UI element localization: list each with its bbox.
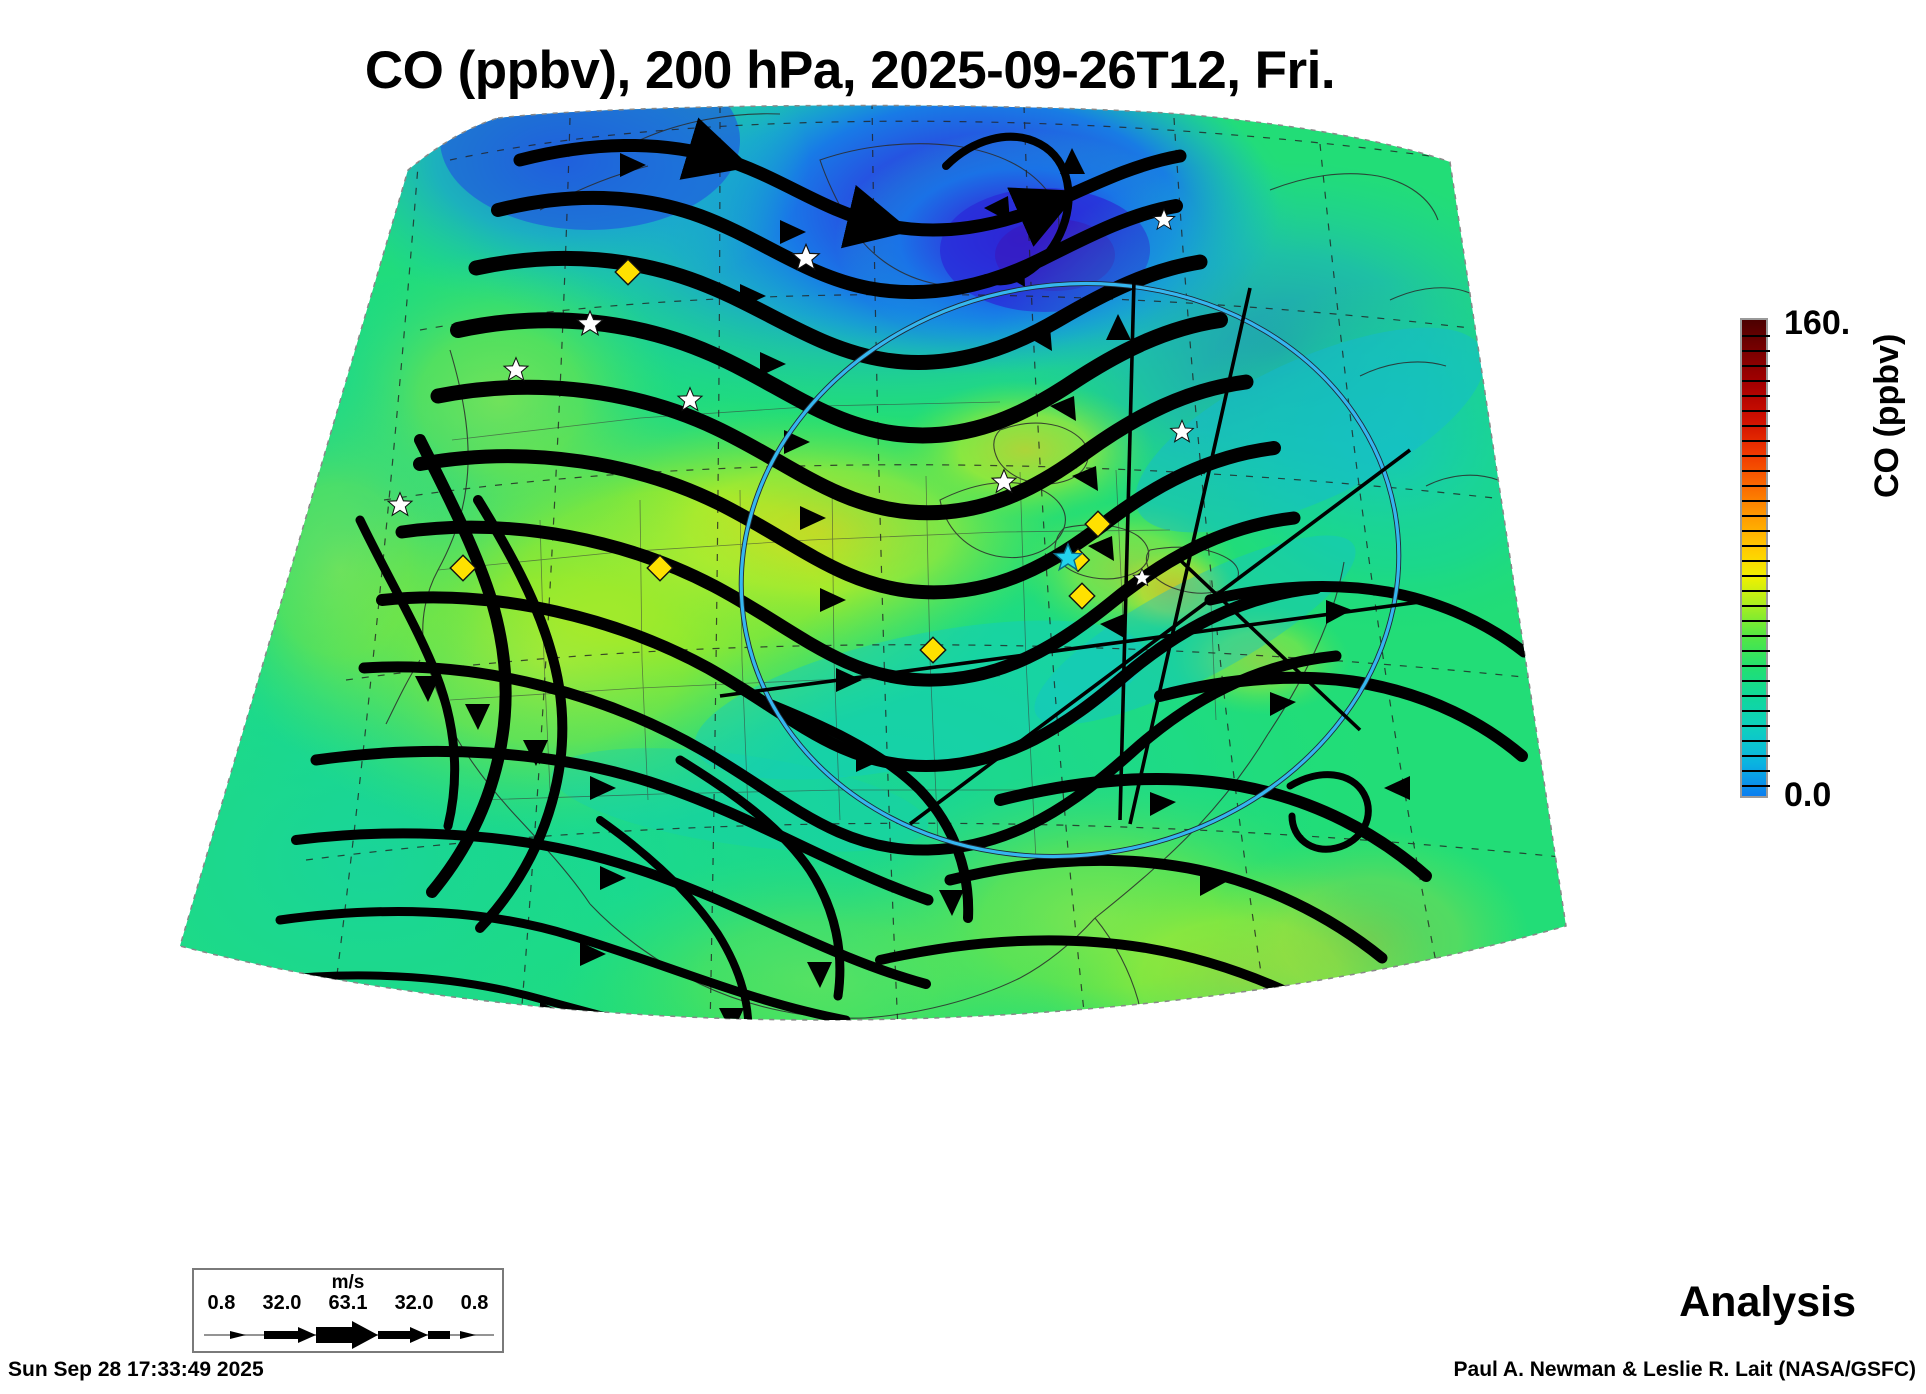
marker-layer[interactable] bbox=[386, 207, 1195, 664]
colorbar-max-label: 160. bbox=[1784, 304, 1851, 342]
wind-streamlines bbox=[268, 117, 1530, 1021]
colorbar-gradient bbox=[1740, 318, 1770, 798]
streamline-arrows bbox=[415, 148, 1410, 1021]
colorbar-min-label: 0.0 bbox=[1784, 776, 1832, 814]
analysis-label: Analysis bbox=[1679, 1278, 1856, 1326]
wind-legend-value: 0.8 bbox=[207, 1292, 236, 1314]
footer-timestamp: Sun Sep 28 17:33:49 2025 bbox=[8, 1358, 264, 1381]
range-ring bbox=[738, 281, 1402, 859]
white-star-station[interactable] bbox=[386, 207, 1195, 587]
wind-legend-values: 0.8 32.0 63.1 32.0 0.8 bbox=[194, 1292, 502, 1315]
page-title: CO (ppbv), 200 hPa, 2025-09-26T12, Fri. bbox=[364, 41, 1336, 100]
footer-credit: Paul A. Newman & Leslie R. Lait (NASA/GS… bbox=[1453, 1358, 1916, 1381]
map-boundary bbox=[179, 104, 1567, 1021]
primary-site-star[interactable] bbox=[1052, 542, 1084, 572]
wind-legend-value: 32.0 bbox=[262, 1292, 302, 1314]
map-canvas[interactable] bbox=[120, 100, 1600, 1120]
colorbar: 160. 0.0 CO (ppbv) bbox=[1740, 304, 1920, 818]
wind-legend-value: 0.8 bbox=[460, 1292, 489, 1314]
wind-legend-arrow-scale bbox=[204, 1321, 494, 1349]
wind-speed-legend: m/s 0.8 32.0 63.1 32.0 0.8 bbox=[192, 1268, 504, 1353]
yellow-diamond-site[interactable] bbox=[449, 258, 1112, 664]
wind-legend-unit-label: m/s bbox=[331, 1272, 365, 1293]
colorbar-axis-label: CO (ppbv) bbox=[1868, 333, 1906, 498]
map-panel[interactable] bbox=[120, 100, 1600, 1120]
wind-legend-value: 63.1 bbox=[328, 1292, 368, 1314]
wind-legend-value: 32.0 bbox=[394, 1292, 434, 1314]
flight-track-radials bbox=[719, 279, 1421, 826]
